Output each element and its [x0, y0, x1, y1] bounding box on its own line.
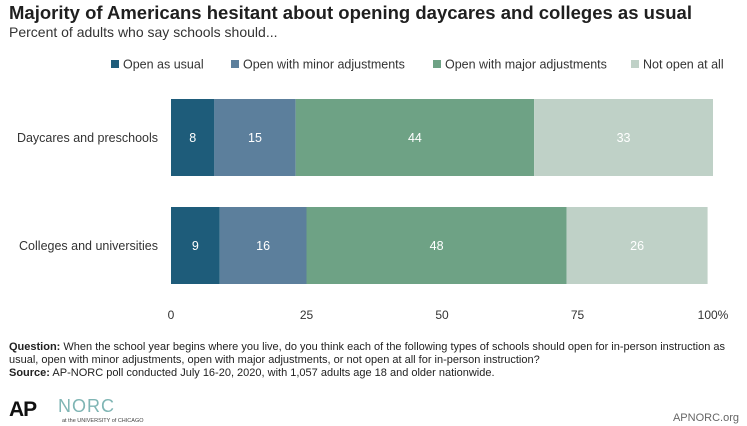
data-label: 8 — [189, 131, 196, 145]
data-label: 44 — [408, 131, 422, 145]
bar-segment-open-with-minor-adjustments — [214, 99, 296, 176]
x-tick-label: 0 — [168, 308, 175, 322]
source-label: Source: — [9, 367, 50, 379]
legend-label: Not open at all — [643, 58, 724, 72]
legend-item-open-with-minor-adjustments: Open with minor adjustments — [231, 58, 405, 72]
norc-university-text: at the UNIVERSITY of CHICAGO — [62, 418, 144, 424]
bar-segment-open-with-major-adjustments — [306, 207, 567, 284]
legend-label: Open with major adjustments — [445, 58, 607, 72]
x-tick-label: 75 — [571, 308, 585, 322]
bar-segment-open-with-minor-adjustments — [219, 207, 307, 284]
x-tick-label: 100% — [698, 308, 729, 322]
bar-segment-open-as-usual — [171, 207, 220, 284]
site-url: APNORC.org — [672, 412, 739, 424]
legend-swatch — [631, 60, 639, 68]
question-note: Question: When the school year begins wh… — [9, 341, 741, 367]
legend-label: Open as usual — [123, 58, 204, 72]
legend-item-open-with-major-adjustments: Open with major adjustments — [433, 58, 607, 72]
bar-segment-not-open-at-all — [534, 99, 713, 176]
data-label: 16 — [256, 239, 270, 253]
chart-subtitle: Percent of adults who say schools should… — [9, 24, 278, 40]
legend: Open as usual Open with minor adjustments… — [111, 58, 724, 72]
data-label: 33 — [617, 131, 631, 145]
legend-item-not-open-at-all: Not open at all — [631, 58, 724, 72]
bar-segment-open-as-usual — [171, 99, 215, 176]
bar-segment-open-with-major-adjustments — [295, 99, 535, 176]
bar-segment-not-open-at-all — [566, 207, 708, 284]
category-label: Daycares and preschools — [17, 131, 158, 145]
bars: Daycares and preschools 8 15 44 33 Colleges a… — [17, 99, 713, 284]
notes: Question: When the school year begins wh… — [9, 341, 741, 380]
stacked-bar-chart: Open as usual Open with minor adjustments… — [17, 58, 729, 323]
source-note: Source: AP-NORC poll conducted July 16-2… — [9, 367, 741, 380]
data-label: 15 — [248, 131, 262, 145]
norc-wordmark: NORC — [58, 396, 115, 416]
x-tick-label: 25 — [300, 308, 314, 322]
norc-logo: NORC at the UNIVERSITY of CHICAGO — [58, 396, 144, 424]
legend-swatch — [433, 60, 441, 68]
legend-item-open-as-usual: Open as usual — [111, 58, 204, 72]
source-text: AP-NORC poll conducted July 16-20, 2020,… — [49, 367, 495, 379]
data-label: 48 — [430, 239, 444, 253]
ap-logo: AP — [9, 398, 37, 421]
legend-swatch — [231, 60, 239, 68]
legend-swatch — [111, 60, 119, 68]
chart-title: Majority of Americans hesitant about ope… — [9, 2, 692, 23]
category-label: Colleges and universities — [19, 239, 158, 253]
x-tick-label: 50 — [435, 308, 449, 322]
data-label: 26 — [630, 239, 644, 253]
data-label: 9 — [192, 239, 199, 253]
legend-label: Open with minor adjustments — [243, 58, 405, 72]
x-axis: 0 25 50 75 100% — [168, 308, 729, 322]
question-label: Question: — [9, 341, 61, 353]
question-text: When the school year begins where you li… — [9, 341, 726, 366]
